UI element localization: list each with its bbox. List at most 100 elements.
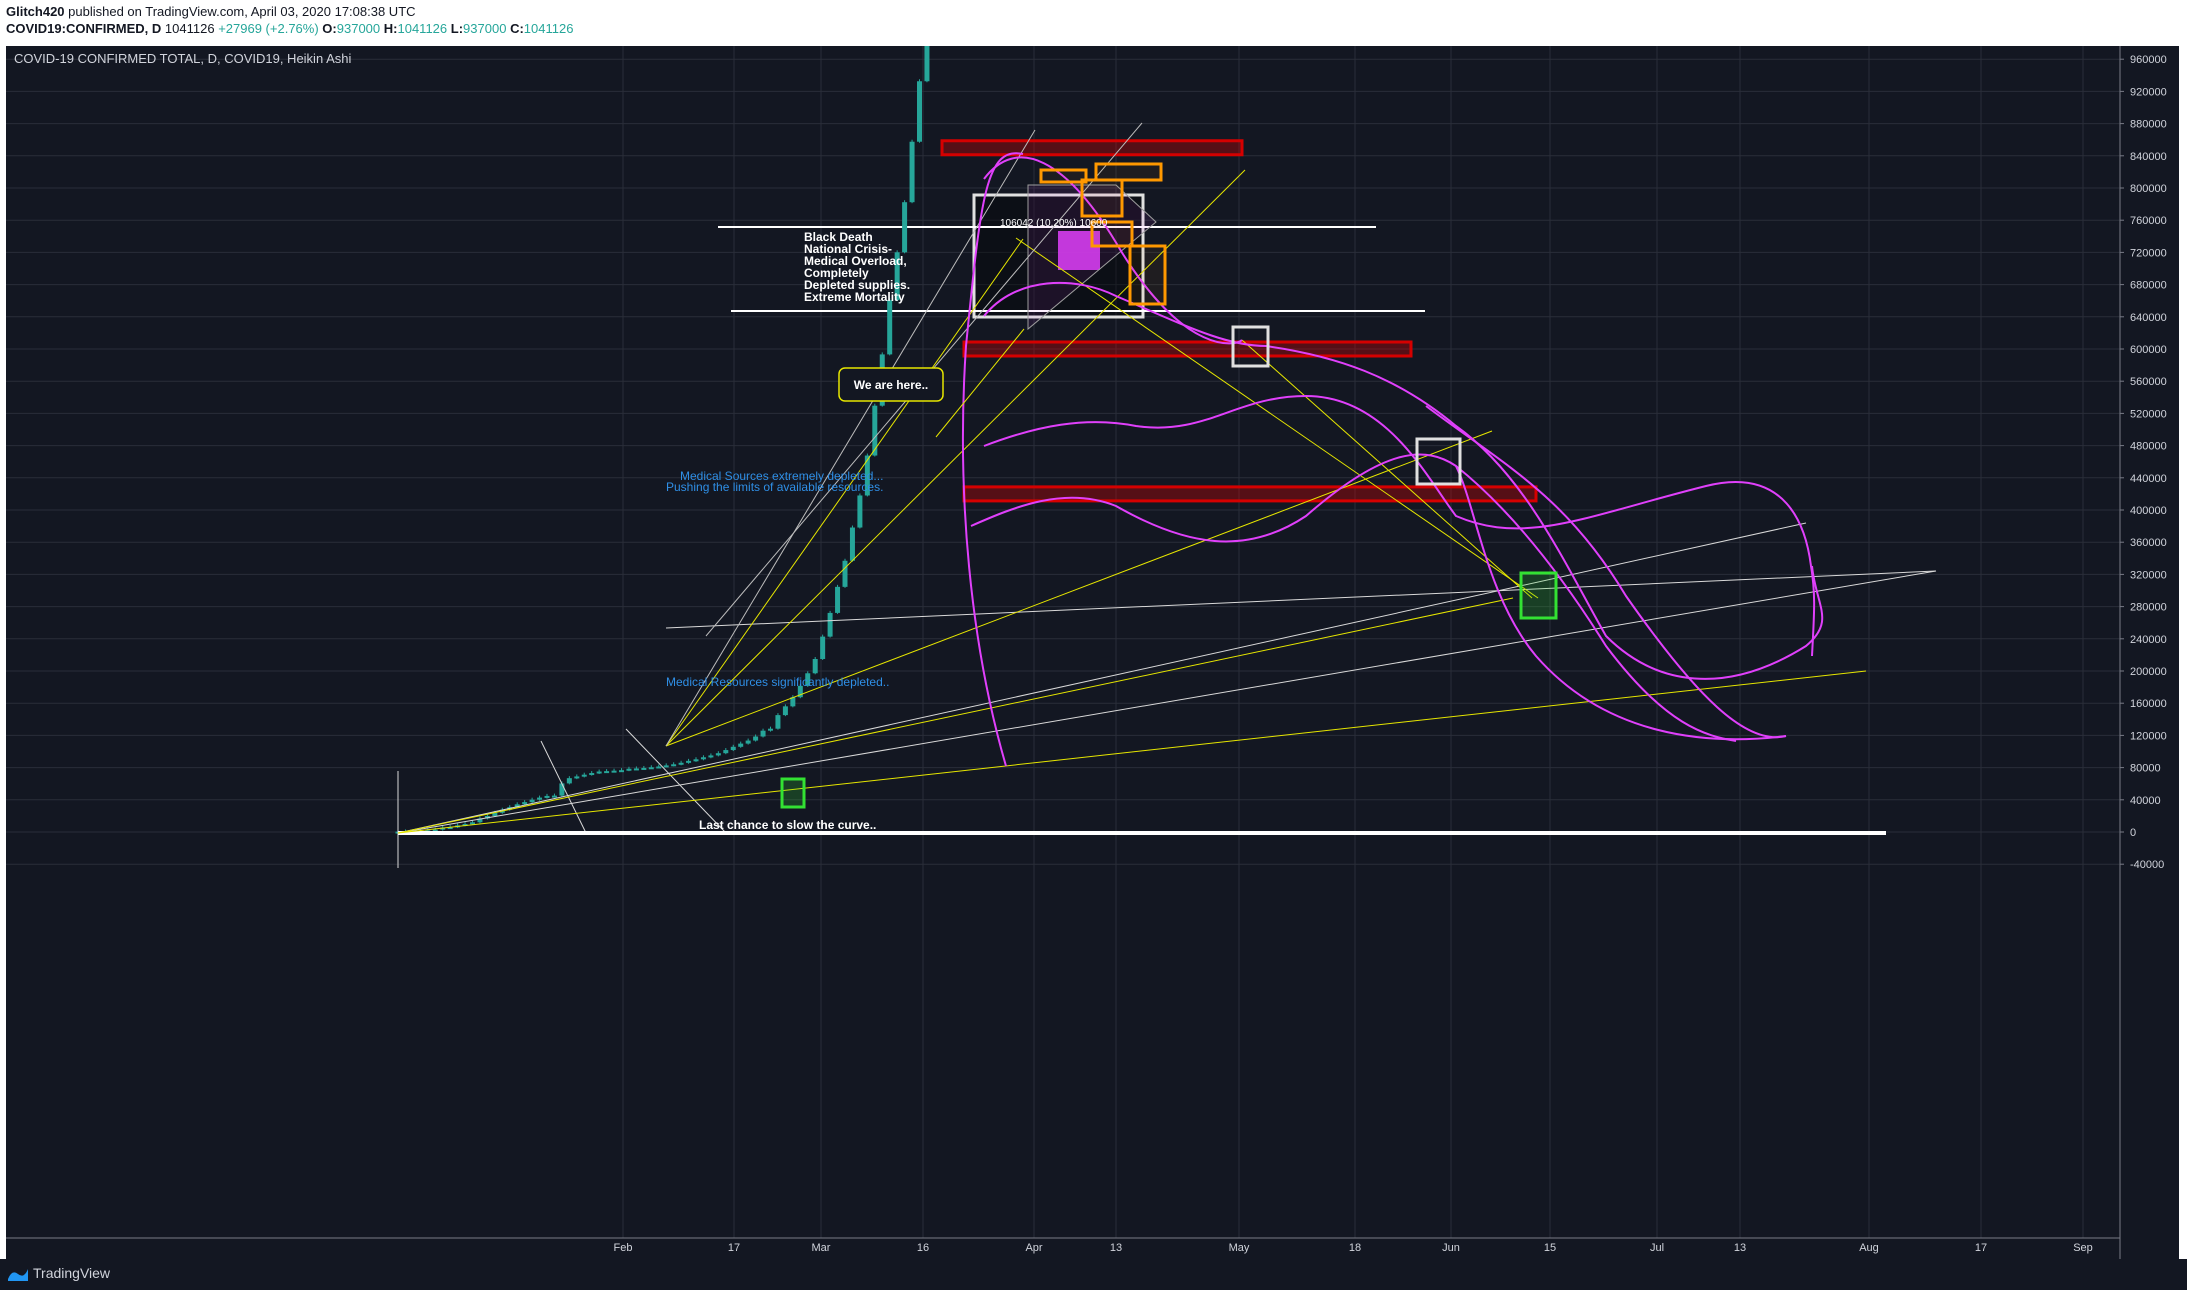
fan-line-yellow bbox=[397, 670, 1867, 834]
x-tick-label: 13 bbox=[1110, 1242, 1122, 1254]
high-value: 1041126 bbox=[397, 21, 448, 36]
y-tick-label: 520000 bbox=[2130, 408, 2167, 420]
resource-zone bbox=[962, 340, 1413, 358]
y-tick-label: 320000 bbox=[2130, 569, 2167, 581]
symbol-name[interactable]: COVID19:CONFIRMED, D bbox=[6, 21, 162, 36]
x-tick-label: Sep bbox=[2073, 1242, 2093, 1254]
black-death-text: Extreme Mortality bbox=[804, 290, 905, 304]
candle-body bbox=[730, 746, 736, 751]
candle-body bbox=[917, 81, 922, 142]
candle-body bbox=[842, 560, 848, 587]
candle-body bbox=[857, 495, 863, 528]
x-tick-label: 16 bbox=[917, 1242, 929, 1254]
candle-body bbox=[484, 815, 490, 819]
candle-body bbox=[604, 771, 610, 774]
drawings-front: 106042 (10.20%) 10600 Black DeathNational… bbox=[397, 122, 1937, 868]
black-death-text: Black Death bbox=[804, 230, 873, 244]
chart-canvas[interactable]: 106042 (10.20%) 10600 Black DeathNational… bbox=[6, 0, 2179, 1259]
y-tick-label: 40000 bbox=[2130, 795, 2161, 807]
fan-line-grey bbox=[665, 129, 1036, 747]
y-tick-label: 640000 bbox=[2130, 312, 2167, 324]
candle-body bbox=[477, 818, 483, 823]
zone-label: Medical Resources significantly depleted… bbox=[666, 675, 889, 689]
tradingview-brand[interactable]: TradingView bbox=[33, 1265, 111, 1281]
candle-body bbox=[581, 774, 587, 777]
y-tick-label: 560000 bbox=[2130, 376, 2167, 388]
y-tick-label: 800000 bbox=[2130, 183, 2167, 195]
candle-body bbox=[440, 827, 446, 830]
open-label: O: bbox=[322, 21, 337, 36]
target-box-green bbox=[780, 777, 806, 809]
low-label: L: bbox=[450, 21, 464, 36]
y-tick-label: 480000 bbox=[2130, 441, 2167, 453]
candle-body bbox=[686, 760, 692, 763]
y-tick-label: 0 bbox=[2130, 827, 2136, 839]
candle-body bbox=[656, 766, 662, 769]
x-tick-label: Jul bbox=[1650, 1242, 1664, 1254]
author-name[interactable]: Glitch420 bbox=[6, 4, 65, 19]
candle-body bbox=[551, 795, 557, 798]
candle-body bbox=[894, 252, 900, 301]
annotation-text: Last chance to slow the curve.. bbox=[699, 818, 876, 832]
trend-line-white bbox=[397, 570, 1937, 834]
candle-body bbox=[522, 802, 528, 805]
y-tick-label: 760000 bbox=[2130, 215, 2167, 227]
candle-body bbox=[708, 755, 714, 758]
candle-body bbox=[768, 728, 773, 731]
candle-body bbox=[544, 795, 550, 798]
y-tick-label: 360000 bbox=[2130, 537, 2167, 549]
x-tick-label: Apr bbox=[1025, 1242, 1042, 1254]
candle-body bbox=[782, 706, 788, 716]
candle-body bbox=[611, 770, 617, 773]
y-tick-label: 880000 bbox=[2130, 119, 2167, 131]
projection-curve bbox=[983, 394, 1816, 657]
fan-line-yellow bbox=[397, 597, 1514, 834]
candle-body bbox=[775, 715, 781, 729]
candle-body bbox=[693, 759, 699, 762]
candle-body bbox=[760, 730, 766, 737]
y-tick-label: 120000 bbox=[2130, 730, 2167, 742]
y-tick-label: 440000 bbox=[2130, 473, 2167, 485]
candle-body bbox=[492, 812, 498, 816]
candle-body bbox=[805, 673, 811, 686]
change-value: +27969 (+2.76%) bbox=[218, 21, 319, 36]
candle-body bbox=[864, 455, 870, 496]
candle-body bbox=[723, 750, 729, 754]
ohlc-line: COVID19:CONFIRMED, D 1041126 +27969 (+2.… bbox=[6, 21, 573, 36]
fan-line-yellow bbox=[665, 430, 1493, 747]
x-tick-label: 15 bbox=[1544, 1242, 1556, 1254]
callout-pointer bbox=[935, 328, 1025, 438]
x-tick-label: Jun bbox=[1442, 1242, 1460, 1254]
y-tick-label: 920000 bbox=[2130, 86, 2167, 98]
trend-line-white bbox=[540, 740, 587, 834]
x-tick-label: Aug bbox=[1859, 1242, 1879, 1254]
callout-text: We are here.. bbox=[854, 378, 928, 392]
zone-label: Pushing the limits of available resource… bbox=[666, 480, 883, 494]
candle-body bbox=[537, 797, 543, 800]
highlight-box-orange bbox=[1039, 168, 1088, 184]
candle-body bbox=[447, 827, 453, 830]
highlight-box-orange bbox=[1080, 178, 1124, 218]
candle-body bbox=[574, 776, 580, 779]
time-axis: Feb 17 Mar 16 Apr 13 May 18 Jun 15 Jul 13 Aug 17 Sep bbox=[6, 1237, 2120, 1254]
candle-body bbox=[671, 764, 677, 767]
candle-body bbox=[678, 762, 684, 765]
fan-line-yellow bbox=[1241, 339, 1533, 599]
y-tick-label: 240000 bbox=[2130, 634, 2167, 646]
candle-body bbox=[745, 740, 751, 744]
x-tick-label: 18 bbox=[1349, 1242, 1361, 1254]
footer: TradingView bbox=[0, 1259, 2187, 1290]
close-label: C: bbox=[510, 21, 524, 36]
black-death-text: Medical Overload, bbox=[804, 254, 907, 268]
trend-line-white bbox=[665, 570, 1937, 629]
publish-line: Glitch420 published on TradingView.com, … bbox=[6, 4, 416, 19]
projection-curve bbox=[983, 156, 1243, 345]
chart-area[interactable]: 106042 (10.20%) 10600 Black Death National… bbox=[6, 0, 2179, 1259]
x-tick-label: Mar bbox=[812, 1242, 831, 1254]
candle-body bbox=[663, 765, 669, 768]
milestone-box bbox=[1231, 325, 1270, 368]
close-value: 1041126 bbox=[523, 21, 574, 36]
tradingview-logo-icon[interactable] bbox=[6, 1265, 30, 1283]
chart-header: Glitch420 published on TradingView.com, … bbox=[0, 0, 2187, 40]
x-tick-label: Feb bbox=[614, 1242, 633, 1254]
